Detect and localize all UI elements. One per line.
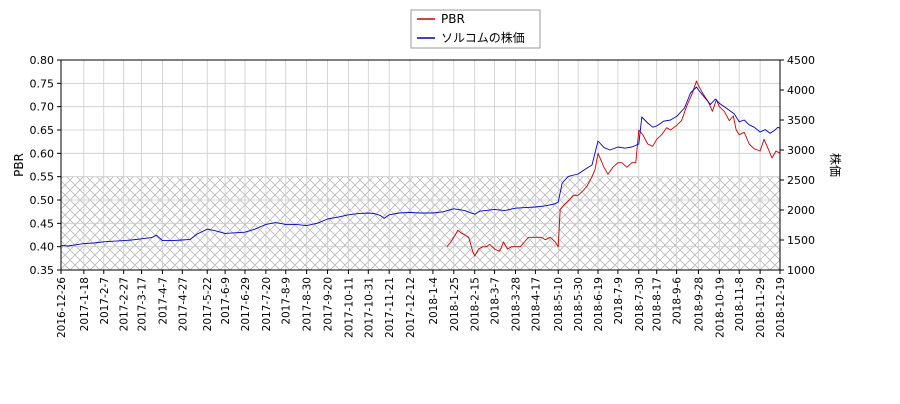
x-tick-label: 2018-5-10: [553, 277, 565, 331]
y-left-tick-label: 0.80: [30, 54, 55, 67]
y-right-axis-label: 株価: [828, 153, 843, 177]
x-tick-label: 2017-6-29: [240, 277, 252, 331]
y-left-tick-label: 0.55: [30, 171, 55, 184]
x-tick-label: 2017-5-22: [202, 277, 214, 331]
y-left-tick-label: 0.65: [30, 124, 55, 137]
x-tick-label: 2018-6-19: [593, 277, 605, 331]
y-right-axis: 1000 1500 2000 2500 3000 3500 4000 4500: [780, 54, 815, 277]
legend: PBR ソルコムの株価: [410, 9, 541, 49]
x-tick-label: 2017-4-7: [157, 277, 169, 325]
y-left-tick-label: 0.35: [30, 264, 55, 277]
x-tick-label: 2018-7-30: [634, 277, 646, 331]
x-tick-label: 2017-2-7: [99, 277, 111, 325]
x-tick-label: 2018-7-9: [613, 277, 625, 325]
x-axis: 2016-12-26 2017-1-18 2017-2-7 2017-2-27 2017…: [56, 270, 787, 338]
x-tick-label: 2018-1-25: [449, 277, 461, 331]
y-left-tick-label: 0.75: [30, 77, 55, 90]
x-tick-label: 2018-3-7: [490, 277, 502, 325]
x-tick-label: 2017-10-31: [363, 277, 375, 338]
y-left-tick-label: 0.45: [30, 217, 55, 230]
grid-lines: [60, 59, 781, 271]
x-tick-label: 2018-9-6: [672, 277, 684, 325]
series-lines: [61, 80, 780, 257]
x-tick-label: 2017-12-12: [405, 277, 417, 338]
y-left-tick-label: 0.70: [30, 101, 55, 114]
y-left-axis-label: PBR: [12, 153, 26, 177]
x-tick-label: 2018-3-28: [510, 277, 522, 331]
x-tick-label: 2018-10-19: [714, 277, 726, 338]
x-tick-label: 2018-5-30: [573, 277, 585, 331]
plot-frame: [60, 59, 781, 271]
legend-label-pbr: PBR: [441, 12, 465, 26]
x-tick-label: 2018-1-4: [428, 277, 440, 325]
x-tick-label: 2016-12-26: [56, 277, 68, 338]
x-tick-label: 2017-3-17: [137, 277, 149, 331]
y-right-tick-label: 1500: [787, 234, 815, 247]
series-line-stock-price: [61, 86, 780, 247]
x-tick-label: 2017-8-9: [281, 277, 293, 325]
y-left-axis: 0.35 0.40 0.45 0.50 0.55 0.60 0.65 0.70 0.75 0.80: [30, 54, 61, 277]
y-right-tick-label: 3000: [787, 144, 815, 157]
x-tick-label: 2018-11-29: [755, 277, 767, 338]
x-tick-label: 2017-4-27: [177, 277, 189, 331]
y-right-tick-label: 4000: [787, 84, 815, 97]
x-tick-label: 2017-9-20: [323, 277, 335, 331]
legend-label-stock: ソルコムの株価: [441, 30, 525, 45]
y-left-tick-label: 0.60: [30, 147, 55, 160]
x-tick-label: 2017-11-21: [384, 277, 396, 338]
x-tick-label: 2017-10-11: [343, 277, 355, 338]
y-right-tick-label: 2500: [787, 174, 815, 187]
x-tick-label: 2018-12-19: [775, 277, 787, 338]
y-left-tick-label: 0.40: [30, 241, 55, 254]
x-tick-label: 2017-8-30: [302, 277, 314, 331]
x-tick-label: 2017-7-20: [261, 277, 273, 331]
x-tick-label: 2018-2-15: [470, 277, 482, 331]
y-right-tick-label: 1000: [787, 264, 815, 277]
x-tick-label: 2018-8-17: [652, 277, 664, 331]
x-tick-label: 2018-4-17: [530, 277, 542, 331]
y-right-tick-label: 4500: [787, 54, 815, 67]
x-tick-label: 2017-2-27: [119, 277, 131, 331]
x-tick-label: 2017-1-18: [79, 277, 91, 331]
x-tick-label: 2017-6-9: [220, 277, 232, 325]
series-line-pbr: [446, 80, 780, 257]
legend-box: [410, 9, 541, 49]
y-left-tick-label: 0.50: [30, 194, 55, 207]
x-tick-label: 2018-11-8: [734, 277, 746, 331]
y-right-tick-label: 2000: [787, 204, 815, 217]
y-right-tick-label: 3500: [787, 114, 815, 127]
x-tick-label: 2018-9-28: [693, 277, 705, 331]
